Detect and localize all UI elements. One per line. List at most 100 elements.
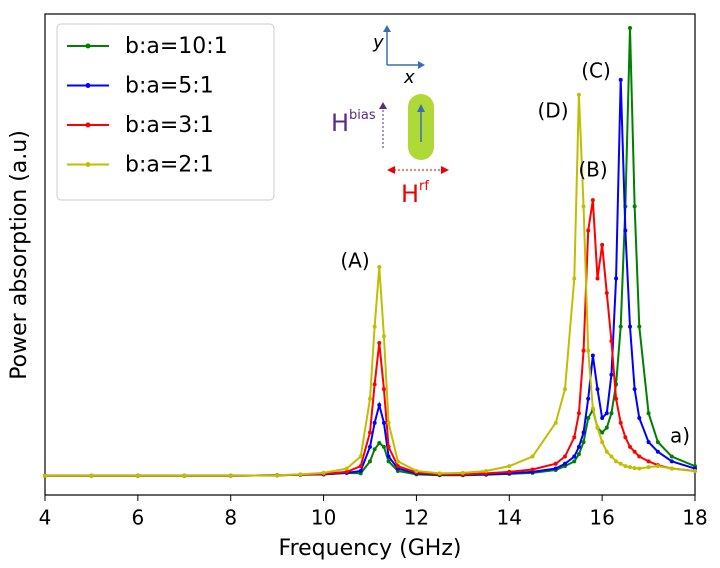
series-marker [628,324,632,329]
series-marker [655,464,660,469]
series-marker [576,444,581,449]
series-marker [618,324,623,329]
series-marker [576,452,581,457]
legend-marker [85,162,91,167]
x-tick-label: 14 [497,506,522,530]
series-marker [381,387,386,392]
annotation: (A) [340,249,369,273]
series-marker [614,459,619,464]
series-marker [628,465,632,470]
series-marker [609,372,614,377]
series-marker [581,204,586,209]
series-marker [576,92,581,97]
series-marker [614,276,619,281]
series-marker [590,353,595,358]
series-marker [275,473,280,478]
series-marker [604,290,609,295]
annotation: a) [670,424,690,448]
series-marker [595,425,600,430]
series-marker [572,276,577,281]
annotation: (C) [581,59,611,83]
series-marker [507,464,512,469]
series-marker [646,465,651,470]
series-marker [623,228,628,233]
series-marker [600,242,605,247]
series-marker [632,449,637,454]
series-marker [386,459,391,464]
inset-y-label: y [372,32,384,53]
series-marker [586,396,591,401]
series-marker [43,473,47,478]
series-marker [386,420,391,425]
series-marker [377,341,382,346]
series-marker [576,411,581,416]
series-marker [372,324,377,329]
series-marker [637,416,642,421]
series-marker [377,403,382,408]
series-marker [586,416,591,421]
series-marker [395,459,400,464]
series-marker [618,77,623,82]
series-marker [368,396,372,401]
series-marker [655,449,660,454]
series-marker [563,454,567,459]
series-marker [563,461,567,466]
series-marker [386,444,391,449]
legend-box [56,23,275,201]
legend-label: b:a=2:1 [125,153,214,178]
x-tick-label: 8 [224,506,237,530]
series-marker [604,449,609,454]
inset-arrow-head [418,61,425,69]
series-marker [586,348,591,353]
series-marker [590,198,595,203]
series-marker [358,468,363,473]
magnet-arrow-head [417,104,425,112]
series-marker [623,464,628,469]
inset-arrow-head [383,25,391,32]
series-marker [693,468,697,473]
series-marker [321,470,326,475]
series-marker [372,447,377,452]
series-marker [395,464,400,469]
series-marker [563,387,567,392]
series-marker [614,396,619,401]
x-axis-label: Frequency (GHz) [279,536,462,561]
h-rf-sub: rf [419,179,429,194]
series-marker [637,324,642,329]
plot-frame [44,13,696,496]
series-marker [368,430,372,435]
series-marker [581,430,586,435]
series-marker [609,411,614,416]
series-marker [530,454,535,459]
legend-marker [85,122,91,128]
series-marker [632,204,637,209]
series-marker [381,420,386,425]
series-marker [381,444,386,449]
annotation: (D) [537,99,568,123]
series-marker [368,459,372,464]
series-marker [669,459,674,464]
series-marker [530,467,535,472]
series-marker [595,276,600,281]
series-marker [669,454,674,459]
series-marker [437,471,442,476]
series-marker [182,473,187,478]
legend-marker [85,83,91,88]
rf-arrow-head [441,166,449,174]
series-marker [228,473,233,478]
series-marker [600,430,605,435]
x-tick-label: 18 [682,506,707,530]
series-marker [609,454,614,459]
h-rf-main: H [401,180,419,208]
series-marker [553,466,558,471]
series-marker [358,454,363,459]
series-marker [646,440,651,445]
series-marker [553,461,558,466]
series-marker [669,466,674,471]
h-rf: Hrf [401,179,429,209]
series-marker [372,420,377,425]
series-marker [572,454,577,459]
series-marker [368,444,372,449]
series-marker [655,440,660,445]
